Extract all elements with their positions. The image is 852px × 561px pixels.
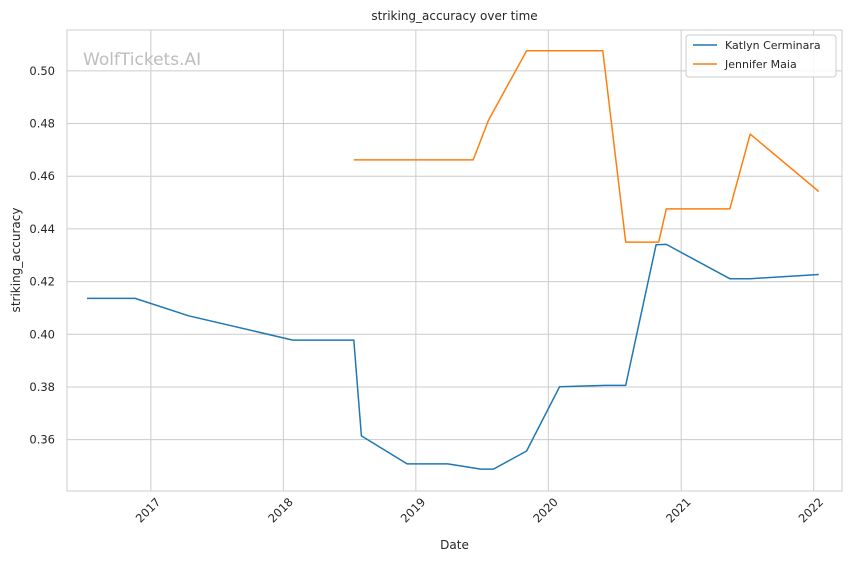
series-lines [87,50,820,470]
y-tick-label: 0.42 [29,275,55,289]
y-tick-labels: 0.36 0.38 0.40 0.42 0.44 0.46 0.48 0.50 [29,64,55,447]
plot-area [67,30,842,491]
y-tick-label: 0.48 [29,117,55,131]
y-tick-label: 0.36 [29,433,55,447]
series-line-katlyn-cerminara [87,243,819,470]
legend-label-katlyn-cerminara: Katlyn Cerminara [725,39,821,52]
plot-frame [66,29,843,492]
y-tick-label: 0.40 [29,327,55,341]
series-line-jennifer-maia [353,50,820,243]
y-axis-label: striking_accuracy [9,208,23,313]
y-tick-label: 0.50 [29,64,55,78]
grid [67,30,842,491]
legend-box [685,34,837,78]
x-axis-label: Date [440,538,469,552]
legend-label-jennifer-maia: Jennifer Maia [724,58,797,71]
legend: Katlyn Cerminara Jennifer Maia [685,34,837,78]
y-tick-label: 0.44 [29,222,55,236]
y-tick-label: 0.46 [29,169,55,183]
y-tick-label: 0.38 [29,380,55,394]
watermark: WolfTickets.AI [83,50,201,70]
chart-title: striking_accuracy over time [371,9,537,23]
